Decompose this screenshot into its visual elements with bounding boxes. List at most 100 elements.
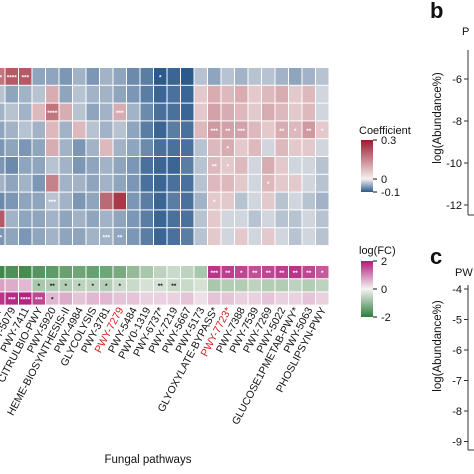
coefficient-cell — [221, 174, 234, 192]
coefficient-cell — [248, 121, 261, 139]
coefficient-cell — [113, 157, 126, 174]
coefficient-cell — [235, 228, 248, 245]
fold-change-cell — [73, 292, 86, 305]
coefficient-significance-label: * — [213, 199, 216, 206]
coefficient-cell — [127, 192, 140, 210]
coefficient-cell — [113, 103, 126, 121]
fold-change-cell — [100, 279, 113, 292]
coefficient-cell — [19, 139, 32, 156]
coefficient-cell — [194, 139, 207, 156]
panel-axis-tick-label: -7 — [452, 376, 462, 388]
coefficient-cell — [167, 228, 180, 245]
coefficient-cell — [0, 139, 5, 156]
coefficient-cell — [100, 103, 113, 121]
coefficient-cell — [86, 103, 99, 121]
coefficient-cell — [221, 121, 234, 139]
coefficient-cell — [113, 228, 126, 245]
coefficient-cell — [113, 121, 126, 139]
coefficient-cell — [167, 85, 180, 103]
coefficient-cell — [0, 121, 5, 139]
fold-change-cell — [181, 266, 194, 279]
coefficient-cell — [59, 192, 72, 210]
fold-change-significance-label: *** — [35, 296, 43, 303]
fold-change-cell — [262, 279, 275, 292]
coefficient-cell — [0, 228, 5, 245]
coefficient-cell — [208, 210, 221, 228]
fold-change-cell — [32, 266, 45, 279]
coefficient-cell — [208, 68, 221, 85]
fold-change-cell — [154, 292, 167, 305]
coefficient-cell — [194, 85, 207, 103]
coefficient-legend: Coefficient 0.3 0-0.1 — [359, 125, 411, 199]
coefficient-cell — [275, 139, 288, 156]
coefficient-cell — [235, 192, 248, 210]
coefficient-cell — [316, 121, 329, 139]
fold-change-legend: log(FC) 2 0 -2 — [359, 245, 396, 324]
panel-axis-tick-label: -6 — [452, 74, 462, 86]
coefficient-significance-label: * — [226, 146, 229, 153]
coefficient-cell — [248, 174, 261, 192]
coefficient-cell — [262, 103, 275, 121]
coefficient-cell — [140, 192, 153, 210]
coefficient-cell — [235, 210, 248, 228]
coefficient-cell — [181, 103, 194, 121]
coefficient-cell — [73, 85, 86, 103]
fold-change-significance-label: ** — [266, 270, 272, 277]
fold-change-cell — [100, 292, 113, 305]
coefficient-cell — [208, 103, 221, 121]
fold-change-cell — [194, 266, 207, 279]
coefficient-cell — [86, 210, 99, 228]
coefficient-cell — [262, 139, 275, 156]
coefficient-cell — [19, 174, 32, 192]
coefficient-cell — [127, 210, 140, 228]
coefficient-cell — [19, 157, 32, 174]
coefficient-cell — [262, 192, 275, 210]
fold-change-cell — [167, 292, 180, 305]
fold-change-significance-label: *** — [8, 296, 16, 303]
fold-change-cell — [86, 279, 99, 292]
coefficient-cell — [262, 210, 275, 228]
coefficient-cell — [248, 192, 261, 210]
fold-change-significance-label: * — [91, 283, 94, 290]
coefficient-cell — [248, 68, 261, 85]
coefficient-cell — [289, 68, 302, 85]
fold-change-cell — [140, 266, 153, 279]
coefficient-cell — [46, 157, 59, 174]
coefficient-cell — [19, 192, 32, 210]
coefficient-cell — [46, 174, 59, 192]
fold-change-significance-label: ** — [293, 270, 299, 277]
fold-change-cell — [46, 292, 59, 305]
legend-tick-label: 0 — [381, 174, 387, 186]
fold-change-cell — [208, 279, 221, 292]
coefficient-cell — [302, 174, 315, 192]
fold-change-cell — [208, 292, 221, 305]
fold-change-cell — [59, 292, 72, 305]
fold-change-cell — [73, 279, 86, 292]
coefficient-cell — [154, 210, 167, 228]
coefficient-cell — [86, 85, 99, 103]
coefficient-cell — [0, 157, 5, 174]
coefficient-colorbar — [361, 140, 373, 192]
fold-change-significance-label: ** — [225, 270, 231, 277]
fold-change-cell — [86, 292, 99, 305]
coefficient-cell — [113, 210, 126, 228]
coefficient-significance-label: *** — [0, 235, 3, 242]
coefficient-cell — [86, 139, 99, 156]
fold-change-significance-label: * — [321, 270, 324, 277]
legend-tick-label: 2 — [381, 256, 387, 268]
coefficient-cell — [113, 85, 126, 103]
fold-change-cell — [19, 266, 32, 279]
coefficient-cell — [73, 121, 86, 139]
panel-b-title: P — [462, 26, 469, 38]
fold-change-cell — [46, 266, 59, 279]
fold-change-cell — [46, 279, 59, 292]
fold-change-cell — [181, 292, 194, 305]
coefficient-legend-ticks: 0.3 0-0.1 — [373, 135, 400, 199]
coefficient-cell — [73, 192, 86, 210]
fold-change-cell — [19, 279, 32, 292]
coefficient-cell — [59, 210, 72, 228]
coefficient-cell — [275, 103, 288, 121]
coefficient-cell — [46, 210, 59, 228]
coefficient-cell — [46, 121, 59, 139]
legend-tick-label: 0.3 — [381, 135, 396, 147]
